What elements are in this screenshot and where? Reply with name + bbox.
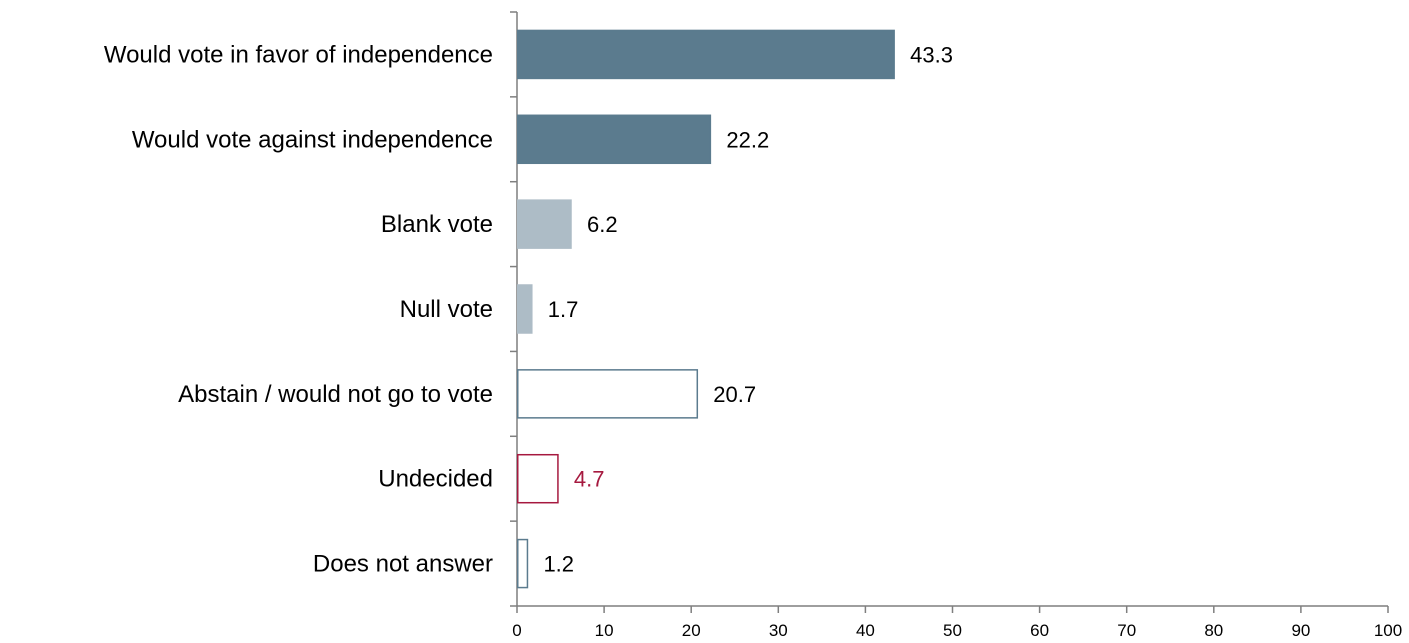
x-tick-label: 80 [1204,621,1223,640]
category-label: Would vote in favor of independence [104,41,493,68]
value-label: 1.7 [548,297,579,322]
bar [518,540,528,588]
bar [518,455,558,503]
value-label: 43.3 [910,42,953,67]
bar [518,30,894,78]
x-tick-label: 70 [1117,621,1136,640]
value-label: 1.2 [543,552,574,577]
x-tick-label: 20 [682,621,701,640]
category-label: Blank vote [381,211,493,238]
x-tick-label: 10 [595,621,614,640]
bar [518,115,711,163]
x-tick-label: 0 [512,621,521,640]
bar [518,200,571,248]
bar [518,285,532,333]
x-tick-label: 40 [856,621,875,640]
x-tick-label: 100 [1374,621,1402,640]
x-tick-label: 30 [769,621,788,640]
category-label: Does not answer [313,551,493,578]
x-tick-label: 60 [1030,621,1049,640]
category-label: Undecided [378,466,493,493]
category-label: Abstain / would not go to vote [178,381,493,408]
value-label: 22.2 [726,127,769,152]
category-label: Null vote [400,296,493,323]
value-label: 20.7 [713,382,756,407]
bar [518,370,698,418]
value-label: 6.2 [587,212,618,237]
value-label: 4.7 [574,467,605,492]
chart-labels: 0 10 20 30 40 50 60 70 80 90 100 Would vote in favo… [104,41,1402,640]
x-tick-label: 50 [943,621,962,640]
category-label: Would vote against independence [132,126,493,153]
chart-axes [510,12,1388,613]
x-tick-label: 90 [1291,621,1310,640]
